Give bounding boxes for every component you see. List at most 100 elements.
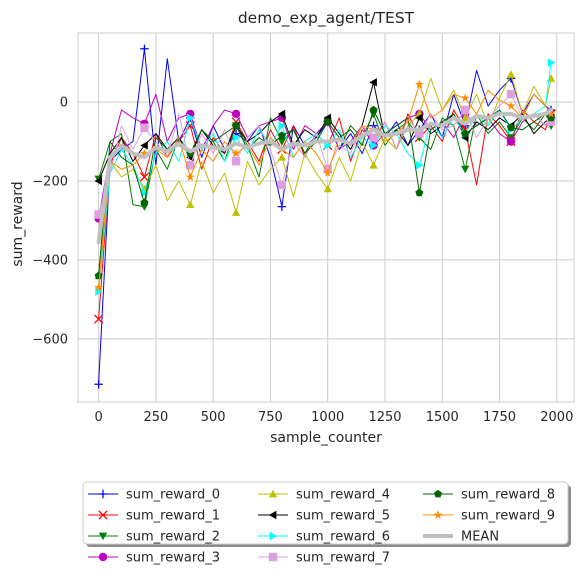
data-point [231,148,241,158]
data-point [140,123,149,132]
data-point [415,129,424,138]
data-point [94,271,103,280]
legend-item: sum_reward_7 [258,551,390,566]
data-point [546,74,556,82]
data-point [98,489,108,499]
legend-label: MEAN [461,530,499,545]
data-point [414,79,424,89]
series-line [98,109,552,277]
y-tick-label: −600 [32,332,68,347]
data-point [415,113,423,123]
x-tick-labels: 0 250 500 750 1000 1250 1500 1750 2000 [94,410,573,425]
data-point [277,202,287,211]
data-point [140,44,149,53]
series-sum_reward_3 [94,93,556,223]
data-point [185,172,195,181]
data-point [506,89,516,99]
data-point [98,510,108,520]
y-tick-label: 0 [60,96,68,111]
legend-item: sum_reward_4 [258,488,390,503]
data-point [460,105,470,115]
y-axis-label: sum_reward [10,181,26,266]
data-point [277,131,286,140]
x-tick-label: 750 [258,410,283,425]
y-tick-labels: −600 −400 −200 0 [32,96,68,348]
data-point [268,510,277,520]
x-tick-label: 1000 [311,410,344,425]
data-point [546,117,556,126]
data-point [506,137,516,146]
data-point [141,188,149,198]
x-tick-label: 0 [94,410,102,425]
data-point [507,123,515,132]
data-point [277,109,286,119]
data-point [268,489,278,498]
data-point [186,200,195,209]
data-point [369,161,378,169]
data-point [323,117,332,126]
x-tick-label: 500 [201,410,226,425]
legend-item: sum_reward_6 [258,530,390,545]
data-point [323,184,332,193]
data-point [231,109,241,119]
legend-label: sum_reward_8 [461,488,555,503]
data-point [140,198,149,207]
data-point [232,121,241,130]
data-point [93,314,104,324]
data-point [186,113,195,123]
chart-title: demo_exp_agent/TEST [238,9,415,28]
x-tick-label: 1750 [483,410,516,425]
legend-label: sum_reward_4 [296,488,390,503]
plot-area [77,32,575,403]
data-point [140,148,149,158]
series-layer [93,44,556,389]
data-point [547,58,556,67]
x-tick-label: 250 [143,410,168,425]
legend-item: sum_reward_0 [88,488,220,503]
data-point [460,93,470,102]
grid-lines [78,33,574,402]
legend-box [82,481,569,545]
legend-label: sum_reward_2 [126,530,220,545]
data-point [231,157,241,166]
legend-item: sum_reward_1 [88,509,220,524]
data-point [268,552,278,562]
data-point [139,172,150,182]
data-point [415,161,424,170]
data-point [186,161,195,170]
legend-item: sum_reward_5 [258,509,390,524]
data-point [98,552,108,562]
data-point [460,165,470,174]
legend-item: sum_reward_8 [423,488,555,503]
data-point [277,153,287,161]
data-point [460,113,470,122]
data-point [323,168,333,177]
series-line [96,108,554,245]
series-sum_reward_8 [94,105,556,280]
x-tick-label: 1500 [426,410,459,425]
data-point [434,489,442,498]
legend-item: sum_reward_3 [88,551,220,566]
data-point [232,133,241,142]
legend-item: MEAN [423,530,499,545]
data-point [277,180,287,190]
data-point [94,380,103,389]
y-tick-label: −200 [32,174,68,189]
data-point [231,208,241,216]
x-axis-label: sample_counter [270,430,382,446]
data-point [94,176,102,186]
data-point [140,141,148,150]
legend-label: sum_reward_3 [126,551,220,566]
data-point [369,133,378,142]
legend-label: sum_reward_1 [126,509,220,524]
data-point [370,141,378,150]
data-point [98,532,108,541]
legend-label: sum_reward_7 [296,551,390,566]
data-point [506,70,516,78]
data-point [94,282,104,292]
data-point [433,510,443,519]
data-point [546,109,556,118]
series-line [98,83,552,289]
legend-item: sum_reward_2 [88,530,220,545]
